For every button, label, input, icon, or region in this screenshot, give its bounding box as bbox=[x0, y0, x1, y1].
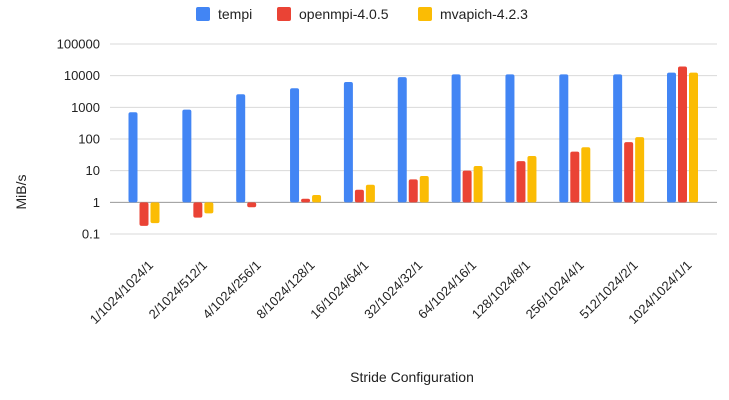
bar-mvapich-4-2-3 bbox=[150, 202, 160, 224]
bar-mvapich-4-2-3 bbox=[204, 202, 214, 214]
bar-openmpi-4-0-5 bbox=[354, 189, 364, 203]
bar-openmpi-4-0-5 bbox=[570, 151, 580, 203]
y-tick-label: 1000 bbox=[71, 100, 100, 115]
bar-openmpi-4-0-5 bbox=[193, 202, 203, 218]
bar-openmpi-4-0-5 bbox=[301, 198, 311, 203]
y-axis-ticks: 0.1 1 10 100 1000 10000 100000 bbox=[57, 37, 100, 242]
bar-tempi bbox=[559, 74, 569, 203]
y-tick-label: 100 bbox=[78, 132, 100, 147]
y-tick-label: 0.1 bbox=[82, 227, 100, 242]
bar-mvapich-4-2-3 bbox=[689, 72, 698, 203]
bar-tempi bbox=[667, 72, 676, 203]
bar-tempi bbox=[290, 88, 300, 203]
bar-mvapich-4-2-3 bbox=[419, 175, 429, 203]
bar-mvapich-4-2-3 bbox=[312, 195, 322, 203]
bar-tempi bbox=[505, 74, 515, 203]
bar-mvapich-4-2-3 bbox=[365, 184, 375, 203]
legend-label: openmpi-4.0.5 bbox=[299, 6, 389, 22]
bar-mvapich-4-2-3 bbox=[473, 166, 483, 203]
bar-openmpi-4-0-5 bbox=[408, 179, 418, 203]
bar-mvapich-4-2-3 bbox=[581, 147, 591, 203]
bar-tempi bbox=[451, 74, 461, 203]
x-axis-title: Stride Configuration bbox=[350, 369, 474, 385]
bar-tempi bbox=[182, 109, 192, 203]
y-tick-label: 10000 bbox=[64, 68, 100, 83]
bar-openmpi-4-0-5 bbox=[624, 142, 634, 203]
bar-tempi bbox=[613, 74, 623, 203]
bar-tempi bbox=[128, 112, 138, 203]
x-axis-ticks: 1/1024/1024/12/1024/512/14/1024/256/18/1… bbox=[87, 258, 695, 327]
bar-tempi bbox=[397, 77, 407, 203]
legend-swatch bbox=[418, 7, 432, 21]
bar-tempi bbox=[343, 82, 353, 203]
bar-openmpi-4-0-5 bbox=[462, 170, 472, 203]
bar-openmpi-4-0-5 bbox=[516, 161, 526, 203]
legend-swatch bbox=[277, 7, 291, 21]
legend-swatch bbox=[196, 7, 210, 21]
y-tick-label: 10 bbox=[86, 163, 100, 178]
bar-tempi bbox=[236, 94, 246, 203]
x-tick-label: 1/1024/1024/1 bbox=[87, 258, 156, 327]
y-tick-label: 100000 bbox=[57, 37, 100, 52]
bar-openmpi-4-0-5 bbox=[678, 66, 687, 203]
y-axis-title: MiB/s bbox=[13, 175, 29, 210]
bar-openmpi-4-0-5 bbox=[139, 202, 149, 226]
legend: tempi openmpi-4.0.5 mvapich-4.2.3 bbox=[196, 6, 528, 22]
bar-mvapich-4-2-3 bbox=[635, 137, 645, 203]
bar-openmpi-4-0-5 bbox=[247, 202, 257, 208]
bars bbox=[128, 66, 698, 226]
legend-label: mvapich-4.2.3 bbox=[440, 6, 528, 22]
legend-label: tempi bbox=[218, 6, 252, 22]
y-tick-label: 1 bbox=[93, 195, 100, 210]
bar-mvapich-4-2-3 bbox=[527, 156, 537, 203]
